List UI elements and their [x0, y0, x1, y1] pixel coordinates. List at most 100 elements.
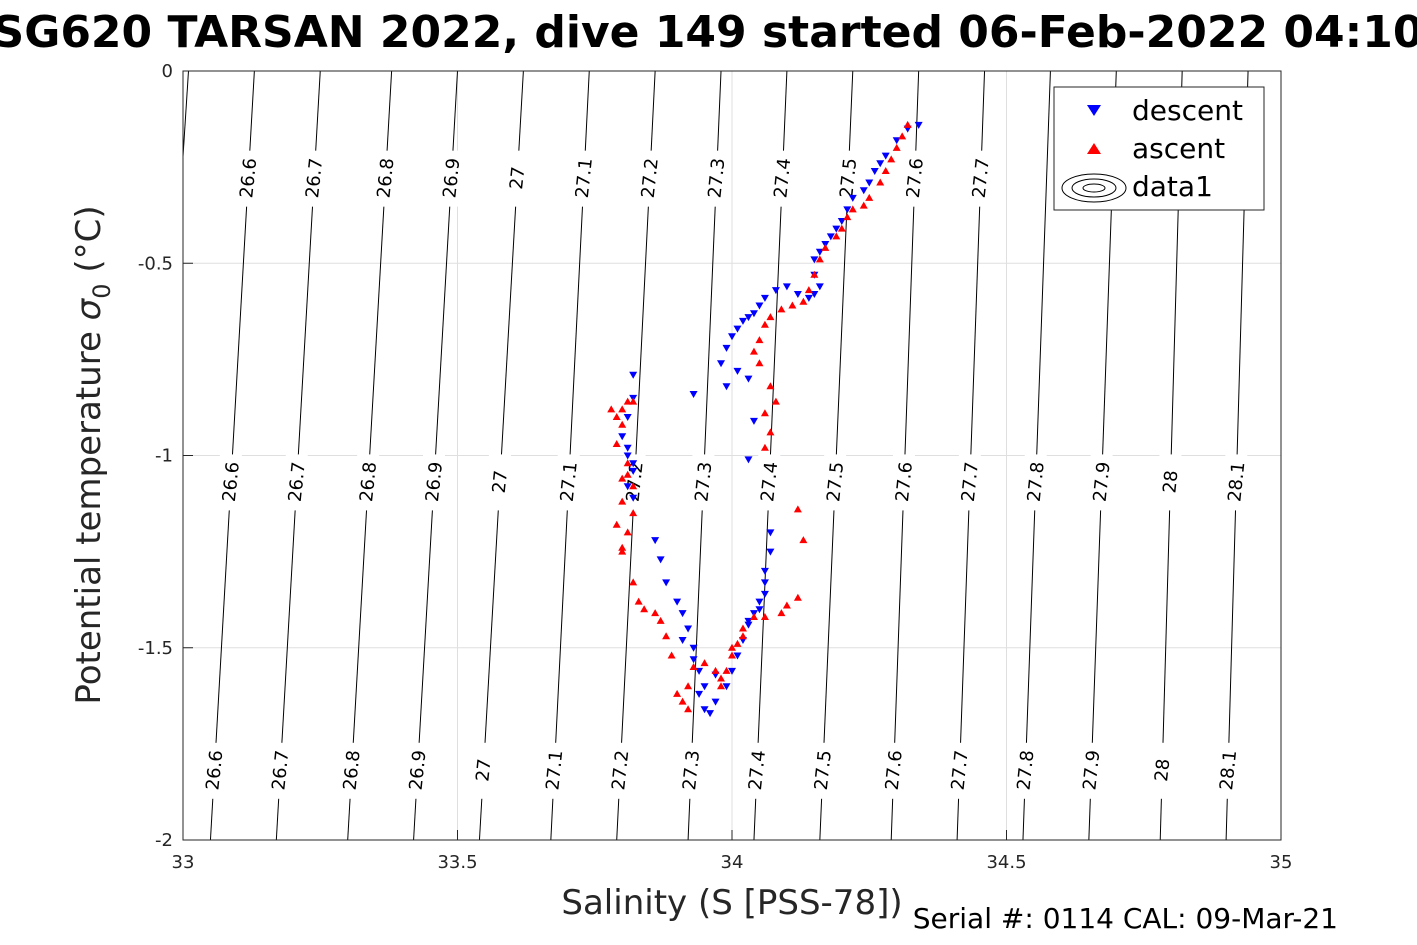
legend-contour-icon [1061, 173, 1127, 203]
ascent-point [629, 397, 638, 405]
ascent-point [651, 609, 660, 617]
descent-point [717, 360, 726, 368]
ascent-point [848, 205, 857, 213]
descent-point [815, 283, 824, 291]
density-label: 27.4 [757, 461, 782, 503]
descent-point [881, 152, 890, 160]
legend-ascent-label: ascent [1132, 132, 1225, 165]
density-label-bg [1080, 742, 1103, 799]
ascent-point [634, 597, 643, 605]
legend-ascent-marker [1087, 143, 1101, 154]
ascent-point [788, 301, 797, 309]
ascent-point [793, 505, 802, 513]
descent-point [760, 579, 769, 587]
ascent-point [876, 178, 885, 186]
ascent-point [766, 313, 775, 321]
density-label-bg [269, 742, 292, 799]
density-label: 26.7 [285, 461, 310, 503]
y-axis-label-main: Potential temperature [69, 320, 109, 704]
density-contour-labels: 26.6 26.7 26.8 26.9 27 27.1 27.2 27.3 27.4 27.5 27… [202, 150, 1258, 799]
ascent-point [618, 497, 627, 505]
descent-point [684, 625, 693, 633]
data-markers [607, 120, 923, 718]
descent-point [706, 710, 715, 718]
density-label-bg [543, 742, 566, 799]
density-label-bg [892, 454, 915, 511]
density-label-bg [506, 150, 529, 207]
density-label: 27.7 [948, 749, 973, 791]
density-label: 27.7 [969, 157, 994, 199]
ascent-point [881, 166, 890, 174]
ascent-point [843, 213, 852, 221]
ascent-point [618, 474, 627, 482]
density-label-bg [623, 454, 646, 511]
density-label-bg [745, 742, 768, 799]
density-label: 26.8 [356, 461, 381, 503]
ascent-point [684, 705, 693, 713]
ascent-point [728, 643, 736, 651]
descent-point [651, 537, 660, 545]
density-label: 26.7 [302, 157, 327, 199]
ascent-point [760, 612, 769, 620]
descent-point [865, 179, 874, 187]
density-label: 27.9 [1090, 461, 1115, 503]
ascent-point [607, 405, 616, 413]
density-label-bg [423, 454, 446, 511]
density-label: 27.3 [691, 461, 716, 503]
density-label: 27.2 [608, 749, 633, 791]
ascent-point [865, 193, 874, 201]
ascent-point [629, 578, 638, 586]
density-label-bg [340, 742, 363, 799]
y-axis-label-group: Potential temperature σ0 (°C) [69, 205, 116, 704]
density-label-bg [1090, 454, 1113, 511]
descent-point [760, 590, 769, 598]
ascent-point [711, 666, 720, 674]
ascent-point [837, 224, 846, 232]
density-label: 26.8 [340, 749, 365, 791]
density-label-bg [705, 150, 728, 207]
density-label: 27.7 [958, 461, 983, 503]
ascent-point [722, 666, 731, 674]
ascent-point [887, 155, 896, 163]
descent-point [766, 529, 775, 537]
ascent-point [766, 382, 775, 390]
ascent-point [629, 482, 638, 490]
x-tick-label: 33 [172, 852, 195, 873]
ascent-point [684, 682, 693, 690]
descent-point [755, 302, 764, 310]
descent-point [733, 652, 742, 660]
density-label-bg [237, 150, 260, 207]
ascent-point [678, 697, 687, 705]
ascent-point [618, 547, 627, 555]
descent-point [623, 444, 632, 452]
ascent-point [821, 243, 830, 251]
density-label: 26.9 [439, 157, 464, 199]
descent-point [623, 452, 632, 460]
descent-point [689, 656, 698, 664]
y-tick-label: -1.5 [138, 638, 173, 659]
y-axis-label: Potential temperature σ0 (°C) [69, 205, 116, 704]
density-label-bg [219, 454, 242, 511]
descent-point [848, 194, 857, 202]
ascent-point [749, 612, 758, 620]
descent-point [722, 683, 731, 691]
ascent-point [667, 651, 676, 659]
density-label: 28.1 [1224, 461, 1249, 503]
density-label: 27.5 [823, 461, 848, 503]
ascent-point [700, 659, 709, 667]
density-label-bg [692, 454, 715, 511]
density-label-bg [1151, 742, 1174, 799]
ascent-point [760, 409, 769, 417]
descent-point [859, 187, 868, 195]
ascent-point [612, 520, 621, 528]
density-label: 27 [489, 469, 512, 494]
ascent-point [618, 543, 627, 551]
density-label-bg [488, 454, 511, 511]
descent-point [678, 637, 687, 645]
density-label: 28 [1151, 758, 1174, 783]
density-label: 26.6 [236, 157, 261, 199]
density-label: 27.8 [1024, 461, 1049, 503]
density-label-bg [837, 150, 860, 207]
descent-point [662, 579, 671, 587]
